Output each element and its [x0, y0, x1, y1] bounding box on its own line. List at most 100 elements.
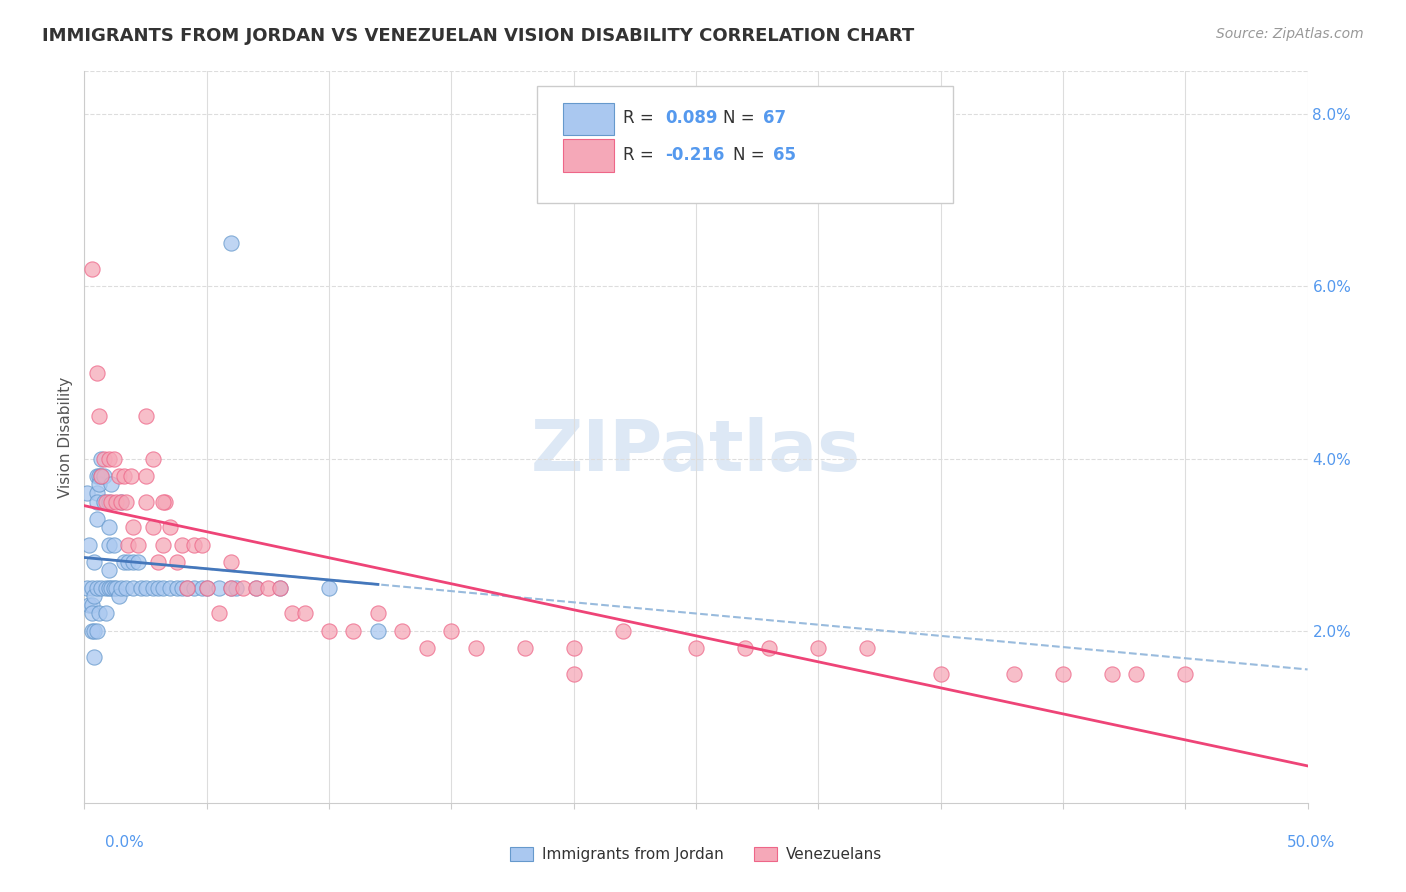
Point	[122, 520, 145, 534]
Point	[90, 581, 112, 595]
Point	[159, 520, 181, 534]
Point	[86, 624, 108, 638]
Point	[97, 564, 120, 578]
Point	[80, 581, 103, 595]
Point	[105, 581, 128, 595]
Point	[87, 607, 110, 621]
Point	[191, 581, 214, 595]
Point	[100, 494, 122, 508]
Point	[117, 538, 139, 552]
Point	[142, 520, 165, 534]
Point	[86, 486, 108, 500]
Point	[135, 494, 157, 508]
Point	[1002, 666, 1025, 681]
Point	[110, 581, 132, 595]
Point	[107, 468, 129, 483]
Point	[159, 581, 181, 595]
Point	[208, 581, 231, 595]
Point	[342, 624, 364, 638]
Point	[120, 468, 142, 483]
Point	[245, 581, 267, 595]
Point	[110, 494, 132, 508]
Text: 50.0%: 50.0%	[1288, 836, 1336, 850]
Point	[183, 581, 205, 595]
Point	[562, 640, 585, 655]
FancyBboxPatch shape	[562, 103, 614, 135]
Point	[172, 581, 194, 595]
Point	[152, 581, 174, 595]
Point	[142, 451, 165, 466]
Point	[103, 581, 125, 595]
Y-axis label: Vision Disability: Vision Disability	[58, 376, 73, 498]
Point	[612, 624, 634, 638]
Point	[219, 236, 242, 251]
Point	[83, 624, 105, 638]
Point	[1101, 666, 1123, 681]
Point	[856, 640, 879, 655]
Point	[117, 555, 139, 569]
Point	[929, 666, 952, 681]
Point	[562, 666, 585, 681]
Point	[93, 494, 115, 508]
Point	[191, 538, 214, 552]
Point	[1125, 666, 1147, 681]
Text: N =: N =	[723, 109, 759, 128]
Point	[93, 451, 115, 466]
Point	[112, 555, 135, 569]
Point	[152, 494, 174, 508]
Point	[318, 581, 340, 595]
Point	[269, 581, 291, 595]
Point	[90, 451, 112, 466]
Point	[135, 468, 157, 483]
Point	[76, 486, 98, 500]
Text: Source: ZipAtlas.com: Source: ZipAtlas.com	[1216, 27, 1364, 41]
Point	[146, 581, 169, 595]
Point	[1174, 666, 1197, 681]
Point	[83, 589, 105, 603]
Point	[440, 624, 463, 638]
Point	[135, 581, 157, 595]
Point	[97, 494, 120, 508]
Point	[294, 607, 316, 621]
Point	[464, 640, 486, 655]
Point	[115, 494, 138, 508]
Point	[122, 555, 145, 569]
Point	[127, 555, 149, 569]
Point	[77, 538, 100, 552]
Point	[97, 581, 120, 595]
Point	[87, 477, 110, 491]
Point	[232, 581, 254, 595]
Point	[219, 581, 242, 595]
Point	[245, 581, 267, 595]
Point	[110, 494, 132, 508]
Text: 67: 67	[763, 109, 786, 128]
Point	[97, 451, 120, 466]
Point	[107, 589, 129, 603]
Point	[100, 477, 122, 491]
Text: 0.089: 0.089	[665, 109, 718, 128]
Point	[86, 581, 108, 595]
Point	[1052, 666, 1074, 681]
Legend: Immigrants from Jordan, Venezuelans: Immigrants from Jordan, Venezuelans	[503, 841, 889, 868]
Point	[129, 581, 152, 595]
Point	[269, 581, 291, 595]
Point	[391, 624, 413, 638]
Point	[166, 581, 188, 595]
Point	[80, 262, 103, 277]
Point	[97, 520, 120, 534]
Point	[86, 468, 108, 483]
Point	[257, 581, 280, 595]
Point	[76, 581, 98, 595]
Point	[86, 366, 108, 380]
Point	[105, 494, 128, 508]
Point	[112, 468, 135, 483]
Point	[115, 581, 138, 595]
Point	[208, 607, 231, 621]
Point	[183, 538, 205, 552]
Point	[80, 624, 103, 638]
Point	[176, 581, 198, 595]
Point	[86, 512, 108, 526]
Point	[90, 468, 112, 483]
Point	[281, 607, 304, 621]
Point	[77, 598, 100, 612]
